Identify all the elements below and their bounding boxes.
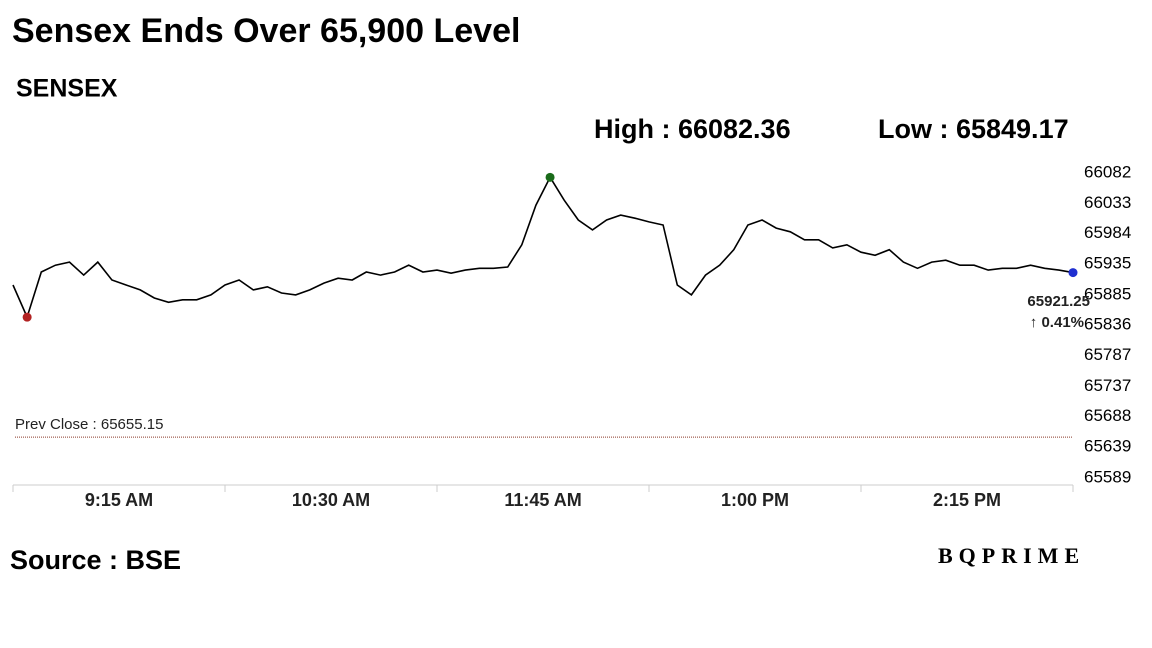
y-tick-label: 66033 xyxy=(1084,193,1131,212)
logo: BQPRIME xyxy=(938,543,1085,568)
x-tick-label: 2:15 PM xyxy=(933,490,1001,510)
y-tick-label: 65787 xyxy=(1084,345,1131,364)
line xyxy=(12,175,1074,320)
chart-subtitle: SENSEX xyxy=(16,75,118,103)
source: Source : BSE xyxy=(10,545,181,575)
low-label: Low : 65849.17 xyxy=(878,114,1069,144)
y-tick-label: 65688 xyxy=(1084,406,1131,425)
y-tick-label: 65589 xyxy=(1084,467,1131,486)
last-value: 65921.25 xyxy=(1027,293,1090,310)
x-tick-label: 1:00 PM xyxy=(721,490,789,510)
prev-close-label: Prev Close : 65655.15 xyxy=(15,416,163,433)
y-tick-label: 65935 xyxy=(1084,253,1131,272)
marker xyxy=(545,172,555,182)
y-tick-label: 65836 xyxy=(1084,315,1131,334)
y-tick-label: 65885 xyxy=(1084,284,1131,303)
high-label: High : 66082.36 xyxy=(594,114,791,144)
y-tick-label: 65737 xyxy=(1084,376,1131,395)
x-tick-label: 11:45 AM xyxy=(504,490,581,510)
y-tick-label: 66082 xyxy=(1084,162,1131,181)
change: ↑ 0.41% xyxy=(1030,314,1084,331)
x-tick-label: 10:30 AM xyxy=(292,490,370,510)
chart-title: Sensex Ends Over 65,900 Level xyxy=(12,12,520,50)
y-tick-label: 65984 xyxy=(1084,223,1131,242)
x-tick-label: 9:15 AM xyxy=(85,490,153,510)
y-tick-label: 65639 xyxy=(1084,437,1131,456)
marker xyxy=(22,312,32,322)
marker xyxy=(1068,268,1078,278)
